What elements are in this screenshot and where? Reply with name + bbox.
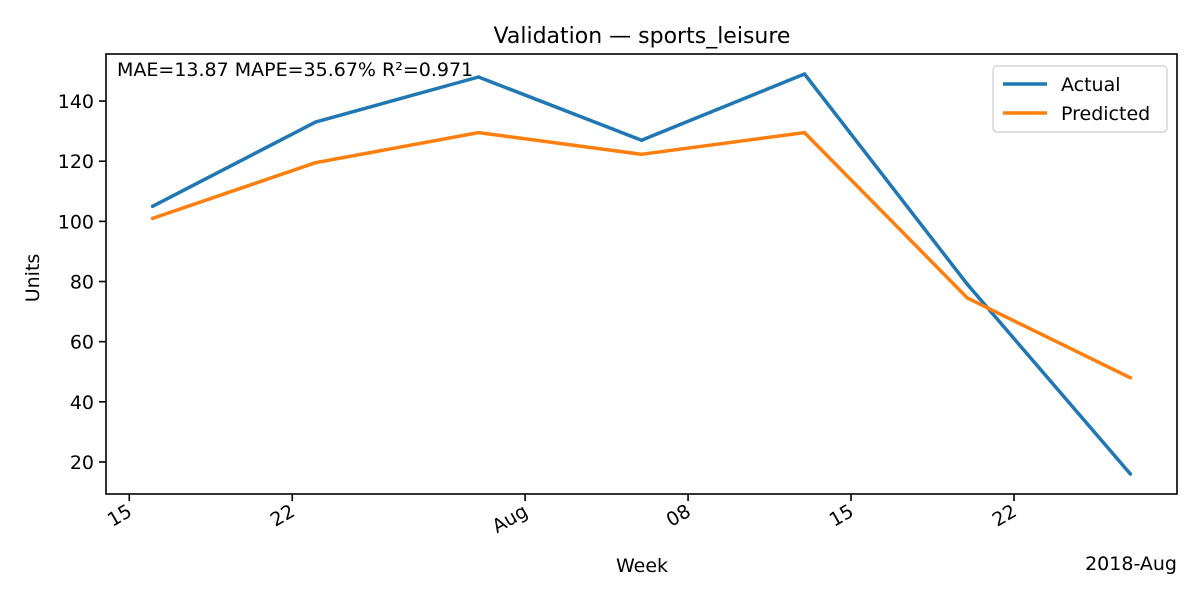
data-point-actual [150, 204, 155, 209]
data-point-actual [802, 72, 807, 76]
x-tick-label: 22 [989, 500, 1021, 531]
data-point-predicted [150, 216, 155, 221]
data-point-predicted [802, 130, 807, 135]
y-axis-label: Units [22, 254, 44, 303]
metrics-annotation: MAE=13.87 MAPE=35.67% R²=0.971 [117, 59, 473, 81]
data-point-actual [1128, 472, 1133, 476]
x-tick-label: 08 [663, 500, 695, 531]
x-tick-label: 22 [267, 500, 299, 531]
plot-frame [105, 53, 1178, 495]
x-tick-label: 15 [104, 500, 136, 531]
y-tick-label: 100 [58, 211, 94, 233]
data-point-actual [476, 75, 481, 79]
x-tick-label: 15 [826, 500, 858, 531]
y-tick-label: 40 [70, 392, 94, 414]
data-point-predicted [313, 160, 318, 165]
x-tick-label: Aug [488, 500, 531, 538]
legend: Actual Predicted [992, 65, 1168, 133]
data-point-actual [313, 120, 318, 124]
data-point-predicted [1128, 376, 1133, 380]
chart-title: Validation — sports_leisure [494, 24, 791, 49]
x-axis-label: Week [616, 555, 668, 577]
y-tick-label: 20 [70, 452, 94, 474]
series-line-predicted [152, 130, 1132, 380]
y-tick-label: 80 [70, 272, 94, 294]
y-tick-label: 140 [58, 91, 94, 113]
data-point-predicted [639, 152, 644, 157]
legend-label-predicted: Predicted [1061, 103, 1150, 125]
data-point-actual [965, 282, 970, 287]
data-point-predicted [476, 130, 481, 135]
x-axis-offset-label: 2018-Aug [1085, 553, 1177, 575]
data-point-actual [639, 138, 644, 142]
series-line-actual [151, 72, 1132, 476]
data-point-predicted [965, 296, 970, 300]
legend-label-actual: Actual [1061, 74, 1121, 96]
y-tick-label: 60 [70, 332, 94, 354]
y-tick-label: 120 [58, 151, 94, 173]
